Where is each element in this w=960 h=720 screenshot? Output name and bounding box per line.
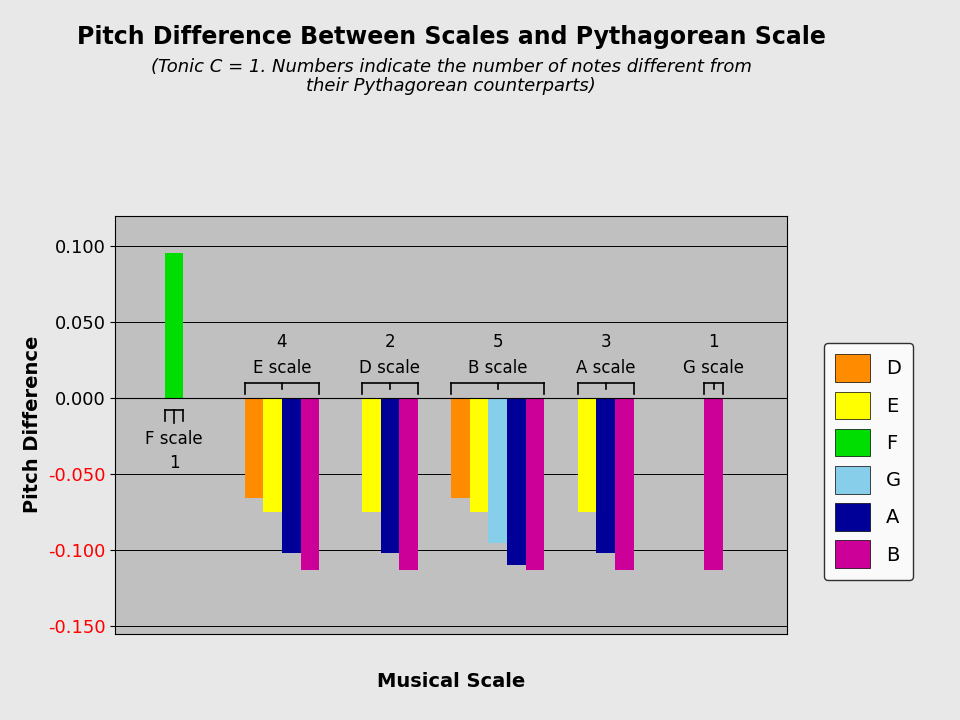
Bar xyxy=(263,398,282,512)
Bar xyxy=(282,398,300,553)
Bar xyxy=(451,398,469,498)
Text: 1: 1 xyxy=(708,333,719,351)
Text: G scale: G scale xyxy=(684,359,744,377)
Text: F scale: F scale xyxy=(145,430,203,448)
Text: their Pythagorean counterparts): their Pythagorean counterparts) xyxy=(306,77,596,95)
Bar xyxy=(362,398,380,512)
Text: A scale: A scale xyxy=(576,359,636,377)
Bar xyxy=(399,398,418,570)
Bar xyxy=(507,398,526,565)
Y-axis label: Pitch Difference: Pitch Difference xyxy=(23,336,42,513)
Bar xyxy=(615,398,634,570)
Bar xyxy=(489,398,507,544)
Bar xyxy=(380,398,399,553)
Text: (Tonic C = 1. Numbers indicate the number of notes different from: (Tonic C = 1. Numbers indicate the numbe… xyxy=(151,58,752,76)
Text: Pitch Difference Between Scales and Pythagorean Scale: Pitch Difference Between Scales and Pyth… xyxy=(77,25,826,49)
Legend: D, E, F, G, A, B: D, E, F, G, A, B xyxy=(824,343,913,580)
Text: 1: 1 xyxy=(169,454,180,472)
Bar xyxy=(705,398,723,570)
Text: B scale: B scale xyxy=(468,359,528,377)
Bar xyxy=(578,398,596,512)
Bar xyxy=(245,398,263,498)
Text: 3: 3 xyxy=(600,333,611,351)
Bar xyxy=(165,253,183,398)
Text: 5: 5 xyxy=(492,333,503,351)
Text: E scale: E scale xyxy=(252,359,311,377)
Text: 2: 2 xyxy=(385,333,396,351)
Text: Musical Scale: Musical Scale xyxy=(377,672,525,691)
Bar xyxy=(526,398,544,570)
Bar xyxy=(469,398,489,512)
Bar xyxy=(596,398,615,553)
Text: 4: 4 xyxy=(276,333,287,351)
Bar xyxy=(300,398,320,570)
Text: D scale: D scale xyxy=(359,359,420,377)
